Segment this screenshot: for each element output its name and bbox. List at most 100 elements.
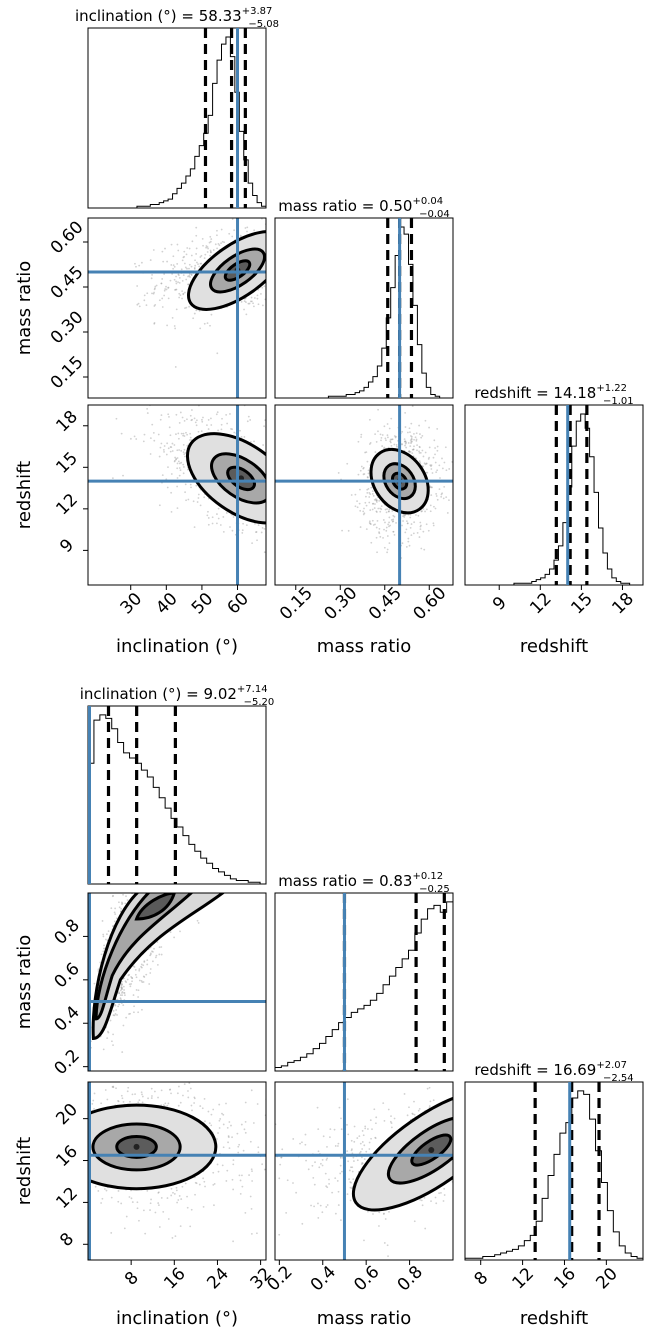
sample-point [111,1086,114,1088]
sample-point [156,890,158,892]
sample-point [386,535,389,537]
sample-point [425,508,428,511]
sample-point [82,1162,84,1164]
sample-point [419,1198,422,1201]
sample-point [360,436,362,438]
sample-point [106,1098,109,1101]
sample-point [179,885,181,887]
sample-point [406,1114,409,1117]
sample-point [182,1094,184,1097]
sample-point [391,438,394,441]
hist-panel-2: mass ratio = 0.83+0.12 −0.25 [274,871,454,1072]
sample-point [263,1168,266,1171]
sample-point [371,493,374,495]
sample-point [138,264,141,267]
sample-point [243,300,246,303]
sample-point [392,514,395,517]
sample-point [193,266,196,269]
sample-point [406,522,409,525]
sample-point [411,448,414,451]
sample-point [80,1128,82,1130]
sample-point [456,1130,458,1132]
sample-point [176,477,179,479]
sample-point [180,1198,183,1200]
sample-point [183,255,186,258]
sample-point [434,507,437,510]
sample-point [57,1123,59,1125]
histogram-step [275,226,453,399]
sample-point [125,981,128,984]
sample-point [365,528,368,531]
sample-point [387,1108,390,1111]
sample-point [368,491,371,494]
sample-point [419,525,422,528]
sample-point [334,1177,337,1180]
sample-point [151,292,153,295]
sample-point [393,443,396,446]
sample-point [175,413,178,416]
sample-point [163,273,166,275]
sample-point [39,1098,41,1100]
sample-point [270,256,272,258]
sample-point [347,529,350,532]
sample-point [205,246,207,249]
sample-point [122,985,125,988]
sample-point [362,473,365,476]
sample-point [429,504,432,507]
sample-point [438,464,441,467]
sample-point [271,287,273,289]
sample-point [175,457,178,460]
sample-point [167,466,169,469]
sample-point [442,497,445,500]
sample-point [152,292,155,295]
sample-point [174,366,177,368]
sample-point [394,435,397,438]
sample-point [409,526,412,529]
sample-point [133,966,136,968]
sample-point [182,451,185,454]
sample-point [112,1009,115,1012]
sample-point [408,450,411,453]
sample-point [443,485,446,488]
sample-point [171,890,173,892]
sample-point [407,442,410,444]
sample-point [194,264,197,267]
sample-point [146,887,148,889]
sample-point [375,526,378,529]
sample-point [301,1222,304,1225]
sample-point [75,1177,77,1179]
sample-point [368,1148,371,1150]
sample-point [84,1132,86,1134]
sample-point [212,1171,215,1174]
sample-point [270,268,272,270]
sample-point [339,1157,342,1159]
sample-point [378,532,381,535]
sample-point [185,431,187,434]
sample-point [375,498,377,500]
sample-point [120,901,123,904]
sample-point [43,1165,45,1167]
sample-point [285,1211,288,1214]
sample-point [119,989,122,992]
sample-point [239,429,241,432]
sample-point [232,1159,235,1162]
sample-point [392,518,395,521]
sample-point [455,1152,457,1154]
sample-point [244,1211,247,1214]
sample-point [271,294,273,296]
sample-point [245,301,247,304]
sample-point [346,1123,348,1126]
sample-point [373,498,376,501]
sample-point [462,1113,464,1115]
sample-point [366,476,369,478]
sample-point [187,1096,190,1099]
sample-point [295,215,297,217]
sample-point [418,450,420,453]
sample-point [420,524,422,527]
sample-point [393,435,396,437]
sample-point [206,251,209,253]
sample-point [152,249,155,251]
sample-point [321,1158,324,1161]
sample-point [445,496,448,499]
sample-point [63,1096,65,1098]
